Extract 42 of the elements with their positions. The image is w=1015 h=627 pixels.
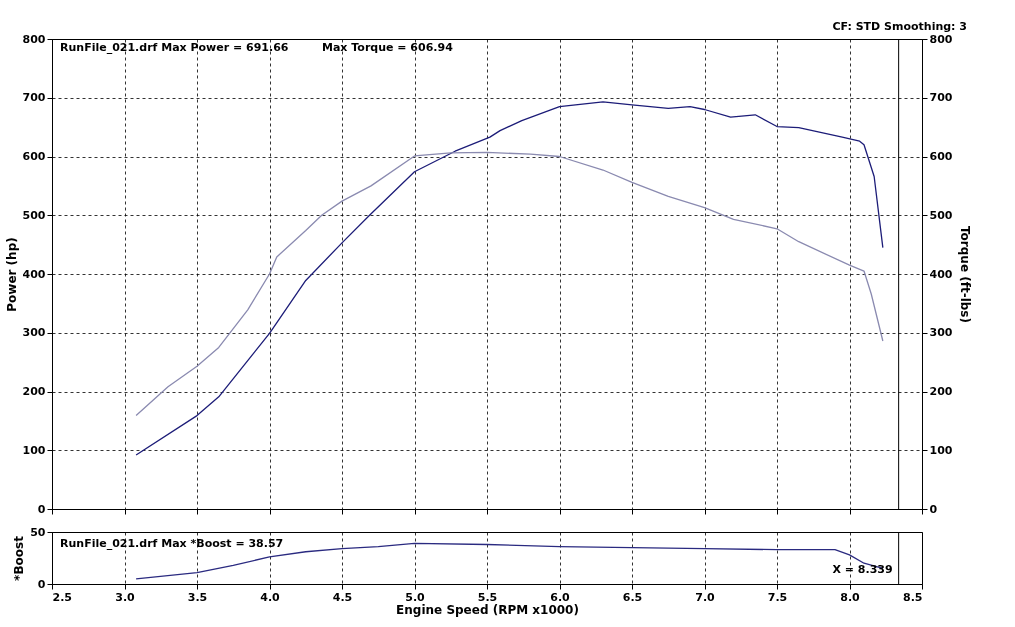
y2-tick-label: 200 bbox=[929, 385, 953, 398]
x-tick-label: 3.0 bbox=[115, 590, 136, 604]
y2-tick-label: 0 bbox=[929, 502, 938, 516]
x-tick-label: 6.5 bbox=[622, 590, 643, 604]
y-tick-label: 600 bbox=[22, 150, 46, 163]
y-tick-label: 500 bbox=[22, 208, 46, 222]
x-tick-label: 4.5 bbox=[332, 590, 353, 604]
y-axis-title: *Boost bbox=[12, 535, 27, 581]
y-tick-label: 400 bbox=[22, 267, 46, 281]
y-tick-label: 100 bbox=[22, 443, 46, 457]
ref-line-label: X = 8.339 bbox=[832, 563, 893, 576]
y-tick-label: 300 bbox=[22, 326, 46, 340]
annotation: RunFile_021.drf Max *Boost = 38.57 bbox=[60, 537, 284, 550]
annotation: Max Torque = 606.94 bbox=[322, 41, 454, 54]
y-tick-label: 700 bbox=[22, 91, 46, 105]
text: CF: STD Smoothing: 3 bbox=[832, 20, 967, 33]
y2-tick-label: 400 bbox=[929, 267, 953, 281]
y2-axis-title: Torque (ft-lbs) bbox=[958, 226, 973, 323]
y2-tick-label: 800 bbox=[929, 32, 953, 46]
x-tick-label: 8.5 bbox=[903, 590, 923, 604]
x-tick-label: 2.5 bbox=[52, 590, 72, 604]
y-tick-label: 800 bbox=[22, 32, 46, 46]
x-tick-label: 7.0 bbox=[695, 590, 716, 604]
y-axis-title: Power (hp) bbox=[4, 237, 19, 312]
y-tick-label: 50 bbox=[30, 525, 46, 539]
y-tick-label: 0 bbox=[37, 502, 46, 516]
x-tick-label: 3.5 bbox=[187, 590, 208, 604]
y2-tick-label: 600 bbox=[929, 150, 953, 163]
x-tick-label: 4.0 bbox=[260, 590, 281, 604]
y2-tick-label: 500 bbox=[929, 208, 953, 222]
x-axis-title: Engine Speed (RPM x1000) bbox=[396, 602, 579, 617]
x-tick-label: 8.0 bbox=[840, 590, 861, 604]
y2-tick-label: 700 bbox=[929, 91, 953, 105]
x-tick-label: 5.0 bbox=[405, 590, 426, 604]
x-tick-label: 6.0 bbox=[550, 590, 571, 604]
x-tick-label: 5.5 bbox=[477, 590, 498, 604]
y2-tick-label: 300 bbox=[929, 326, 953, 340]
annotation: RunFile_021.drf Max Power = 691.66 bbox=[60, 41, 289, 54]
y-tick-label: 0 bbox=[37, 577, 46, 591]
x-tick-label: 7.5 bbox=[767, 590, 788, 604]
y-tick-label: 200 bbox=[22, 385, 46, 398]
y2-tick-label: 100 bbox=[929, 443, 953, 457]
